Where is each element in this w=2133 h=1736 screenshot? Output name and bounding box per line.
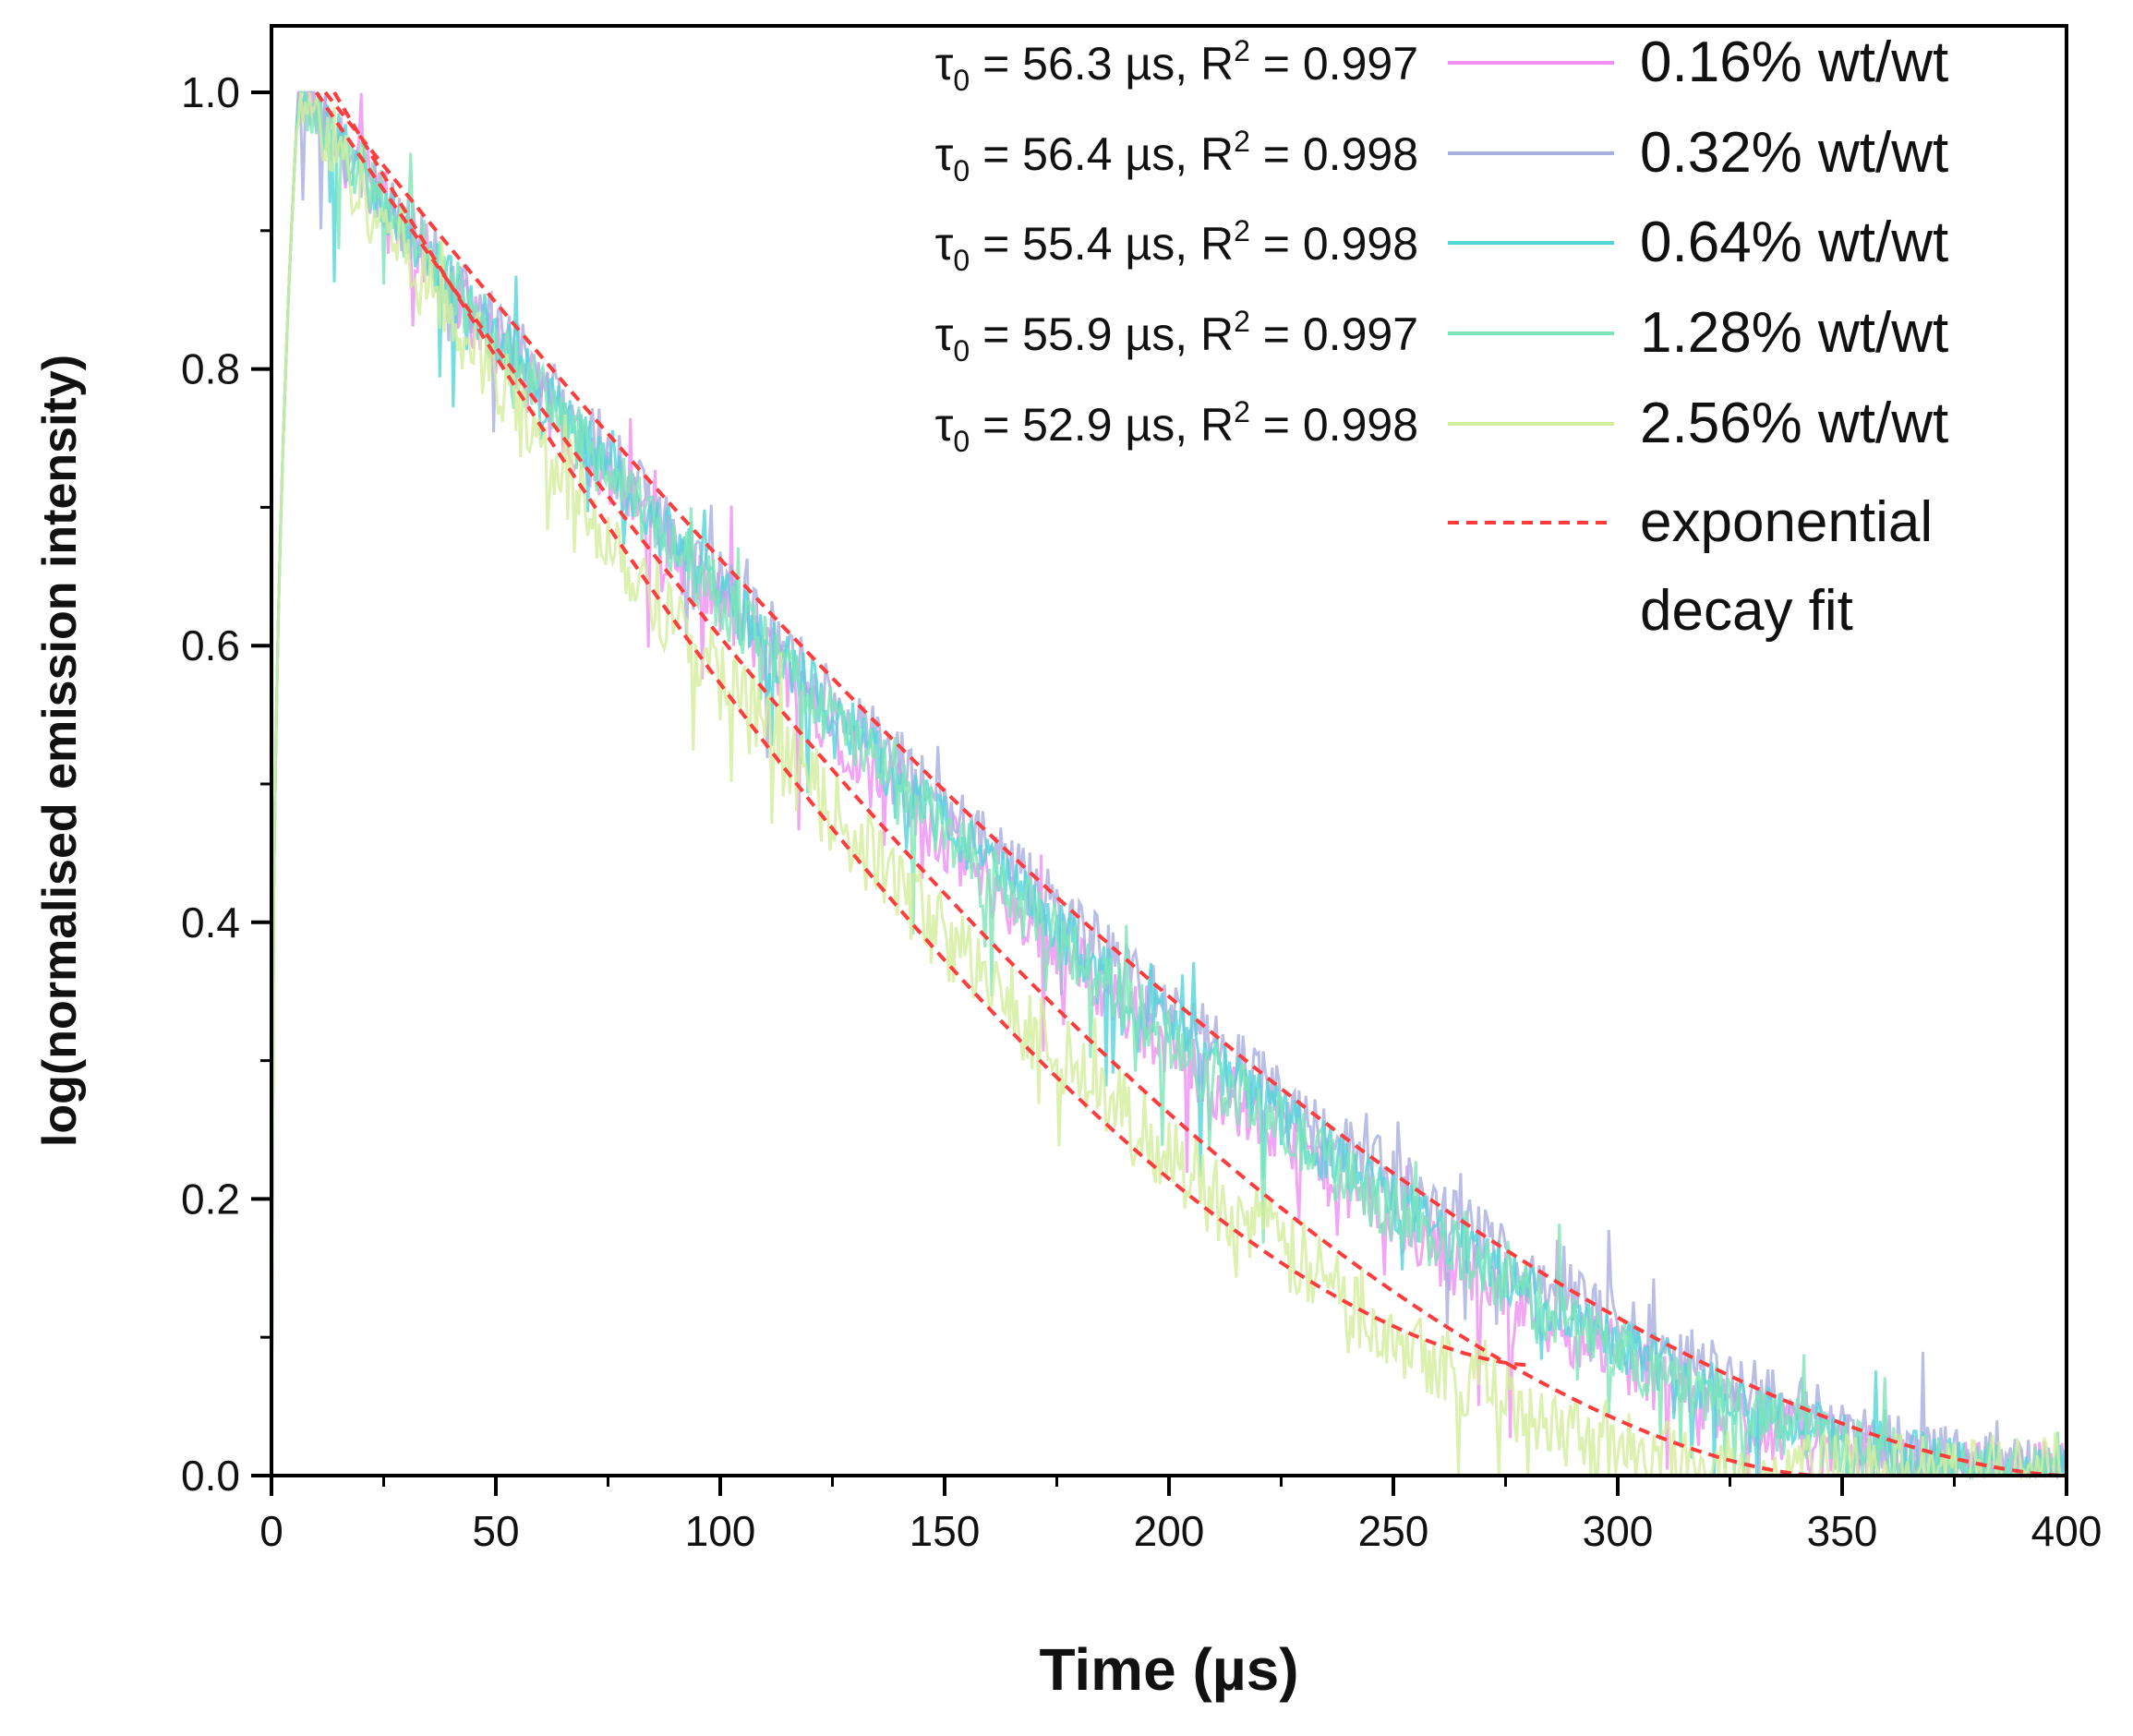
x-tick-label: 150 [910, 1507, 981, 1555]
legend-label-fit-line-2: decay fit [1640, 579, 1853, 643]
x-tick-label: 250 [1358, 1507, 1429, 1555]
x-tick-label: 350 [1807, 1507, 1878, 1555]
series-layer [270, 90, 2068, 1481]
fit-line-2 [323, 90, 2067, 1477]
fit-params-3: τ0 = 55.4 µs, R2 = 0.998 [935, 214, 1418, 277]
fit-params-4: τ0 = 55.9 µs, R2 = 0.997 [935, 305, 1418, 368]
fit-params-1: τ0 = 56.3 µs, R2 = 0.997 [935, 34, 1418, 97]
y-tick-label: 0.6 [181, 621, 240, 669]
x-axis-title: Time (µs) [1039, 1636, 1298, 1703]
y-tick-label: 0.4 [181, 898, 240, 946]
fit-layer [314, 90, 2067, 1477]
series-line-5 [270, 91, 2067, 1481]
y-tick-label: 0.0 [181, 1452, 240, 1500]
x-tick-label: 300 [1583, 1507, 1654, 1555]
fit-params-5: τ0 = 52.9 µs, R2 = 0.998 [935, 395, 1418, 458]
fit-params-2: τ0 = 56.4 µs, R2 = 0.998 [935, 125, 1418, 187]
x-tick-label: 200 [1134, 1507, 1205, 1555]
y-tick-label: 0.8 [181, 345, 240, 393]
legend-label-fit-line-1: exponential [1640, 490, 1933, 554]
y-tick-label: 0.2 [181, 1175, 240, 1223]
series-line-3 [270, 91, 2068, 1480]
legend-label-1: 0.16% wt/wt [1640, 30, 1948, 94]
x-tick-label: 400 [2031, 1507, 2103, 1555]
legend-label-2: 0.32% wt/wt [1640, 121, 1948, 185]
legend-label-3: 0.64% wt/wt [1640, 211, 1948, 274]
legend-label-5: 2.56% wt/wt [1640, 392, 1948, 455]
y-axis-title: log(normalised emission intensity) [33, 355, 87, 1147]
series-line-1 [270, 90, 2068, 1478]
fit-line-3 [314, 90, 1820, 1477]
x-tick-label: 100 [685, 1507, 756, 1555]
series-line-4 [270, 90, 2068, 1481]
x-tick-label: 50 [472, 1507, 519, 1555]
series-line-2 [270, 90, 2068, 1480]
axis-layer: 0 50 100 150 200 250 300 350 400 0.0 0.2 0.4 0.6 0.8 1… [181, 68, 2102, 1555]
y-tick-label: 1.0 [181, 68, 240, 116]
legend-label-4: 1.28% wt/wt [1640, 301, 1948, 365]
legend: 0.16% wt/wt τ0 = 56.3 µs, R2 = 0.997 0.32%… [935, 30, 1949, 643]
fit-line-1 [332, 90, 1528, 1368]
x-tick-label: 0 [259, 1507, 283, 1555]
